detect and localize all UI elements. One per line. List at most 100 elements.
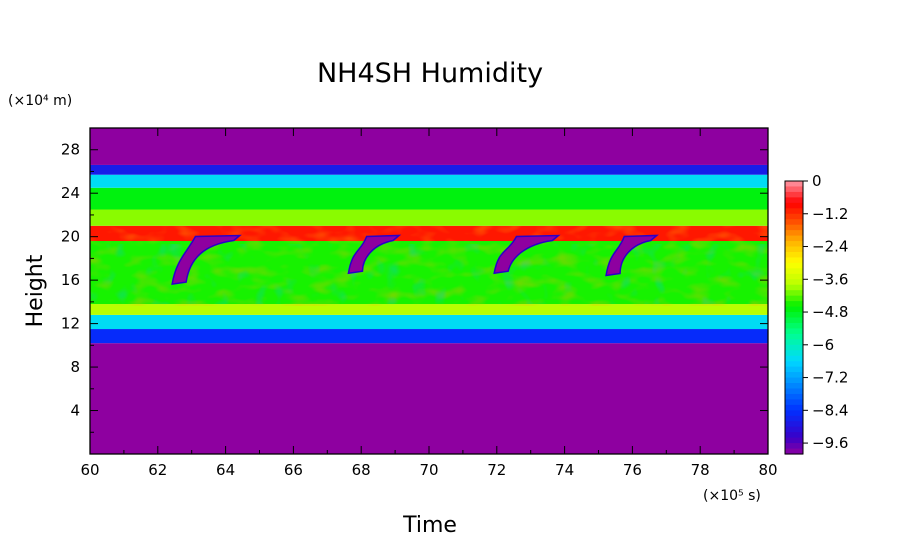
colorbar-swatch [785, 230, 803, 237]
colorbar-swatch [785, 202, 803, 209]
colorbar-swatch [785, 235, 803, 242]
colorbar-swatch [785, 388, 803, 395]
humidity-layer-2 [90, 314, 768, 330]
colorbar-swatch [785, 355, 803, 362]
x-axis-label: Time [402, 513, 457, 538]
x-tick-label: 80 [758, 461, 777, 479]
colorbar-swatch [785, 410, 803, 417]
colorbar-swatch [785, 213, 803, 220]
y-tick-label: 12 [61, 315, 80, 333]
colorbar-swatch [785, 268, 803, 275]
dry-plume-2 [493, 234, 561, 275]
humidity-layer-0 [90, 343, 768, 454]
y-tick-label: 20 [61, 228, 80, 246]
dry-plume-0 [171, 234, 242, 286]
colorbar-swatch [785, 344, 803, 351]
humidity-layer-7 [90, 187, 768, 210]
dry-plume-1 [347, 234, 402, 275]
x-tick-label: 72 [487, 461, 506, 479]
colorbar-frame [784, 180, 804, 455]
colorbar-swatch [785, 350, 803, 357]
colorbar-swatch [785, 443, 803, 450]
convective-texture-cool [90, 244, 768, 304]
x-tick-label: 60 [80, 461, 99, 479]
colorbar-swatch [785, 426, 803, 433]
x-unit-label: (×10⁵ s) [703, 488, 761, 504]
colorbar-swatch [785, 372, 803, 379]
colorbar-swatch [785, 317, 803, 324]
colorbar-swatch [785, 246, 803, 253]
colorbar-swatch [785, 415, 803, 422]
colorbar-swatch [785, 322, 803, 330]
colorbar [785, 181, 803, 455]
colorbar-swatch [785, 273, 803, 280]
colorbar-swatch [785, 421, 803, 428]
humidity-layer-9 [90, 164, 768, 175]
x-tick-label: 76 [623, 461, 642, 479]
colorbar-swatch [785, 312, 803, 319]
colorbar-swatch [785, 224, 803, 231]
colorbar-tick-label: −8.4 [812, 401, 848, 419]
colorbar-swatch [785, 301, 803, 308]
colorbar-swatch [785, 333, 803, 340]
colorbar-tick-label: −7.2 [812, 369, 848, 387]
colorbar-tick-label: −3.6 [812, 270, 848, 288]
colorbar-tick-label: −2.4 [812, 238, 848, 256]
colorbar-tick-label: −4.8 [812, 303, 848, 321]
colorbar-swatch [785, 241, 803, 248]
y-tick-label: 4 [70, 402, 80, 420]
colorbar-swatch [785, 404, 803, 411]
x-tick-label: 68 [352, 461, 371, 479]
x-tick-label: 64 [216, 461, 235, 479]
colorbar-swatch [785, 383, 803, 390]
x-tick-label: 62 [148, 461, 167, 479]
chart-title: NH4SH Humidity [317, 58, 543, 89]
colorbar-swatch [785, 208, 803, 215]
colorbar-swatch [785, 284, 803, 291]
colorbar-swatch [785, 437, 803, 444]
colorbar-swatch [785, 339, 803, 346]
colorbar-swatch [785, 328, 803, 335]
colorbar-swatch [785, 306, 803, 313]
y-tick-label: 16 [61, 271, 80, 289]
y-axis-label: Height [23, 254, 48, 327]
colorbar-swatch [785, 219, 803, 226]
colorbar-swatch [785, 448, 803, 455]
colorbar-swatch [785, 251, 803, 259]
colorbar-swatch [785, 262, 803, 269]
colorbar-swatch [785, 197, 803, 204]
colorbar-swatch [785, 290, 803, 297]
colorbar-tick-label: 0 [812, 172, 822, 190]
humidity-layer-1 [90, 329, 768, 344]
colorbar-swatch [785, 366, 803, 373]
colorbar-swatch [785, 399, 803, 406]
colorbar-tick-label: −1.2 [812, 205, 848, 223]
y-tick-label: 28 [61, 141, 80, 159]
humidity-layer-3 [90, 304, 768, 315]
colorbar-swatch [785, 181, 803, 188]
colorbar-swatch [785, 432, 803, 439]
colorbar-swatch [785, 361, 803, 368]
y-tick-label: 8 [70, 358, 80, 376]
colorbar-swatch [785, 279, 803, 286]
dry-plume-3 [605, 234, 659, 277]
x-tick-label: 74 [555, 461, 574, 479]
humidity-layer-6 [90, 209, 768, 226]
colorbar-swatch [785, 393, 803, 400]
colorbar-swatch [785, 191, 803, 198]
x-tick-label: 66 [284, 461, 303, 479]
colorbar-ticks: 0 −1.2 −2.4 −3.6 −4.8 −6 −7.2 −8.4 −9.6 [803, 172, 848, 452]
y-tick-label: 24 [61, 184, 80, 202]
humidity-layer-8 [90, 174, 768, 188]
colorbar-swatch [785, 295, 803, 302]
colorbar-swatch [785, 257, 803, 264]
colorbar-tick-label: −9.6 [812, 434, 848, 452]
colorbar-tick-label: −6 [812, 336, 834, 354]
y-axis-ticks: 4 8 12 16 20 24 28 [61, 141, 768, 433]
x-axis-ticks: 60 62 64 66 68 70 72 74 76 78 80 [80, 128, 778, 479]
colorbar-swatch [785, 186, 803, 193]
dry-plumes [171, 234, 659, 286]
x-tick-label: 78 [691, 461, 710, 479]
plot-area [90, 128, 768, 454]
